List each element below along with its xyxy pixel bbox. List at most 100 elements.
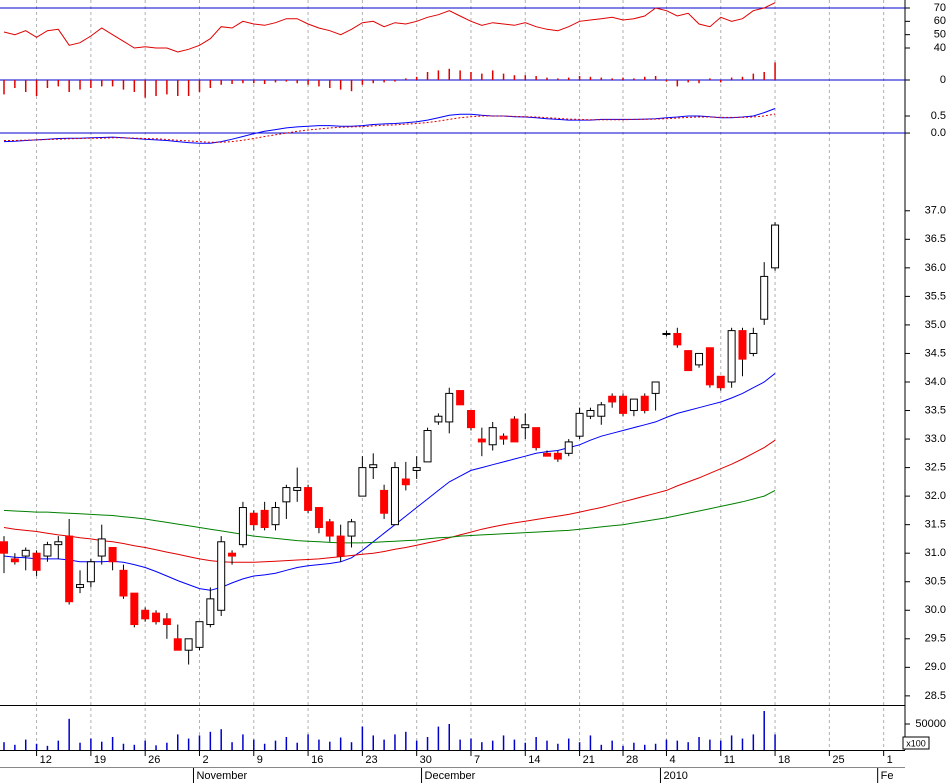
x-tick-label: 19	[94, 754, 106, 766]
month-label: November	[196, 770, 247, 782]
y-tick-label: 30.0	[925, 604, 946, 616]
y-tick-label: 29.5	[925, 633, 946, 645]
y-tick-label: 32.5	[925, 461, 946, 473]
candle-body	[749, 332, 758, 354]
candle-body	[586, 410, 595, 417]
candle-body	[173, 638, 182, 651]
line	[3, 2, 776, 53]
candle-body	[434, 415, 443, 423]
candle-body	[488, 427, 497, 446]
candle-body	[162, 618, 171, 626]
y-tick-label: 34.0	[925, 376, 946, 388]
x-tick-label: 30	[420, 754, 432, 766]
y-tick-label: 31.5	[925, 519, 946, 531]
y-tick-label: 70	[934, 2, 946, 14]
candle-body	[575, 412, 584, 437]
candle-body	[282, 487, 291, 503]
candle-body	[65, 535, 74, 603]
candle-body	[358, 467, 367, 497]
candle-body	[314, 507, 323, 529]
candle-body	[705, 347, 714, 386]
y-tick-label: 29.0	[925, 661, 946, 673]
candle-body	[619, 395, 628, 414]
candle-body	[76, 584, 85, 588]
x-tick-label: 11	[724, 754, 735, 766]
candle-body	[640, 395, 649, 412]
candle-body	[651, 381, 660, 394]
y-tick-label: 36.0	[925, 262, 946, 274]
x-tick-label: 7	[474, 754, 480, 766]
x-tick-label: 26	[148, 754, 160, 766]
candle-body	[336, 535, 345, 557]
candle-body	[456, 390, 465, 406]
candle-body	[108, 546, 117, 563]
candle-body	[228, 552, 237, 557]
candle-body	[293, 487, 302, 491]
candle-body	[206, 598, 215, 626]
month-label: 2010	[663, 770, 687, 782]
x-tick-label: 2	[202, 754, 208, 766]
candle-body	[97, 538, 106, 557]
x-tick-label: 18	[778, 754, 790, 766]
candle-body	[119, 569, 128, 597]
x-tick-label: 4	[669, 754, 675, 766]
candle-body	[412, 467, 421, 471]
candle-body	[21, 549, 30, 557]
candle-body	[249, 512, 258, 526]
candle-body	[32, 552, 41, 571]
x-tick-label: 1	[887, 754, 893, 766]
candle-body	[271, 507, 280, 526]
x-tick-label: 9	[257, 754, 263, 766]
y-tick-label: 60	[934, 15, 946, 27]
candle-body	[532, 427, 541, 449]
candle-body	[760, 275, 769, 320]
candle-body	[477, 438, 486, 443]
y-tick-label: 0	[940, 74, 946, 86]
candle-body	[543, 452, 551, 457]
candle-body	[380, 489, 389, 514]
month-label: Fe	[881, 770, 894, 782]
candle-body	[43, 544, 52, 557]
candle-body	[673, 332, 682, 346]
y-tick-label: 28.5	[925, 690, 946, 702]
unit-box	[902, 736, 930, 750]
candle-body	[608, 395, 617, 403]
y-tick-label: 33.0	[925, 433, 946, 445]
candle-body	[445, 392, 454, 423]
line	[4, 113, 776, 143]
candle-body	[695, 352, 704, 366]
x-tick-label: 28	[626, 754, 638, 766]
line	[3, 489, 776, 544]
unit-label: x100	[906, 738, 926, 748]
y-tick-label: 50000	[915, 718, 946, 730]
y-tick-label: 0.0	[931, 127, 946, 139]
candle-body	[184, 638, 193, 651]
candle-body	[325, 521, 334, 537]
candle-body	[716, 375, 725, 389]
candle-body	[141, 609, 150, 620]
candle-body	[597, 404, 606, 417]
x-tick-label: 23	[365, 754, 377, 766]
y-tick-label: 36.5	[925, 233, 946, 245]
candle-body	[553, 452, 562, 460]
y-tick-label: 34.5	[925, 347, 946, 359]
line	[3, 439, 776, 563]
candle-body	[499, 435, 508, 440]
candle-body	[152, 612, 161, 623]
candle-body	[466, 410, 475, 429]
candle-body	[369, 464, 378, 469]
y-tick-label: 40	[934, 42, 946, 54]
candle-body	[238, 507, 247, 546]
candle-body	[217, 541, 226, 611]
candle-body	[130, 592, 139, 626]
candle-body	[521, 424, 530, 429]
candle-body	[629, 398, 638, 412]
candle-body	[564, 441, 573, 454]
candle-body	[727, 330, 736, 383]
candle-body	[401, 478, 410, 486]
line	[3, 373, 776, 591]
candle-body	[771, 224, 780, 269]
candle-body	[662, 332, 671, 335]
